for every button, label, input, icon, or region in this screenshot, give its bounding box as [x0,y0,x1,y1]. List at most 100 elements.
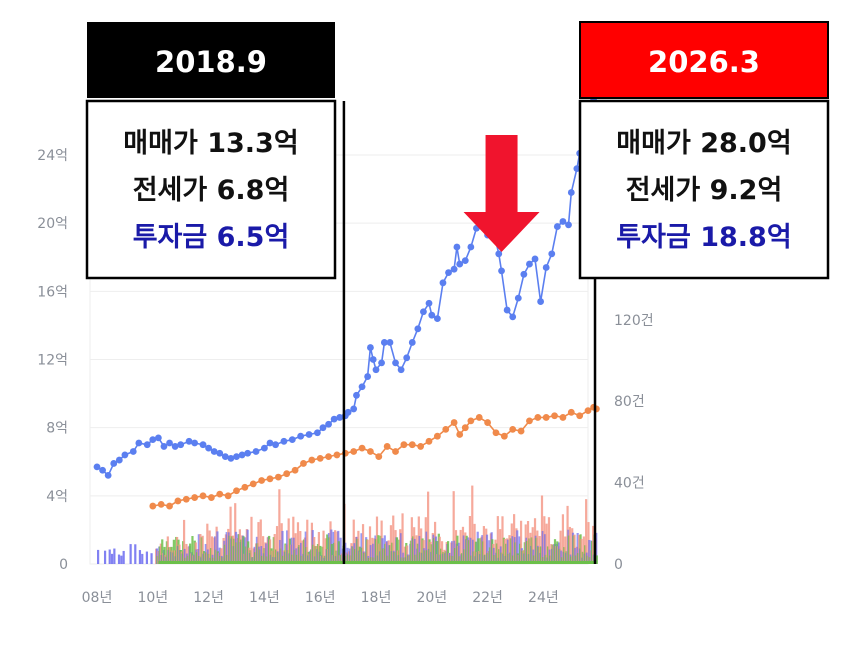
sale-volume-bar [372,543,375,564]
jeonse_price-point [350,448,358,455]
sale_price-point [372,366,380,374]
jeonse_price-point [308,456,316,464]
left-header-box [87,22,335,98]
jeonse_price-point [534,414,542,421]
jeonse_price-point [367,448,374,455]
sale_price-point [380,339,388,346]
jeonse-volume-bar [545,523,548,564]
sale_price-point [233,453,240,461]
jeonse_price-point [333,451,341,459]
y-left-tick-label: 4억 [46,489,68,505]
jeonse-volume-bar [531,527,534,564]
jeonse-volume-bar [206,523,209,564]
jeonse-volume-bar [262,536,265,564]
sale-volume-bar [344,542,347,564]
sale_price-point [344,408,352,416]
sale-volume-bar [134,544,137,564]
jeonse_price-point [216,490,224,498]
sale_price-point [573,165,581,173]
jeonse_price-point [509,425,517,433]
jeonse-volume-bar [452,491,455,564]
x-tick-label: 14년 [249,590,280,606]
sale-volume-bar [418,535,421,564]
right-header-text: 2026.3 [648,45,760,79]
sale_price-point [397,366,405,374]
x-tick-label: 18년 [361,590,392,606]
jeonse_price-point [224,492,232,500]
sale-volume-bar [451,541,454,564]
y-right-tick-label: 80건 [614,394,645,410]
jeonse-volume-bar [473,523,476,564]
sale_price-point [378,359,385,367]
sale-volume-bar [544,534,547,564]
jeonse-volume-bar [201,535,204,564]
sale-volume-bar [506,539,510,564]
jeonse-volume-bar [526,521,530,564]
left-jeonse-price-text: 전세가 6.8억 [133,175,290,206]
jeonse_price-point [207,494,215,501]
jeonse_price-point [149,502,157,510]
sale-volume-bar [413,538,417,564]
sale_price-point [542,264,550,271]
sale-volume-bar [97,549,100,564]
sale_price-point [350,405,358,413]
sale_price-point [115,456,123,464]
jeonse_price-point [417,443,425,450]
jeonse_price-point [157,500,165,508]
sale_price-point [305,431,313,438]
jeonse-volume-bar [275,526,279,564]
left-annotation: 2018.9 매매가 13.3억 전세가 6.8억 투자금 6.5억 [85,22,337,280]
jeonse-volume-bar [403,546,406,564]
jeonse_price-point [456,431,464,438]
sale_price-point [509,313,517,321]
jeonse-volume-bar [538,535,541,564]
sale_price-point [467,243,475,251]
jeonse-volume-bar [592,525,595,564]
left-info-box [85,99,337,280]
jeonse_price-point [408,441,416,449]
sale_price-point [93,463,101,471]
sale_price-point [110,460,118,467]
jeonse-volume-bar [585,499,588,564]
sale-volume-bar [281,530,284,564]
right-annotation: 2026.3 매매가 28.0억 전세가 9.2억 투자금 18.8억 [578,21,830,280]
sale-volume-bar [225,532,228,564]
jeonse-volume-bar [568,526,571,564]
sale_price-point [121,451,129,459]
jeonse_price-point [461,424,469,432]
sale_price-point [567,189,575,196]
sale_price-point [297,432,305,440]
sale_price-point [143,441,151,449]
sale_price-point [99,466,106,474]
jeonse_price-point [316,454,324,462]
sale_price-point [425,299,433,307]
right-sale-price-text: 매매가 28.0억 [616,128,791,159]
jeonse_price-point [174,497,182,505]
jeonse-volume-bar [427,491,430,564]
y-right-tick-label: 40건 [614,476,645,492]
jeonse_price-point [542,414,550,421]
jeonse-volume-bar [559,530,562,564]
other-volume-bar [337,541,340,564]
jeonse-volume-bar [438,536,441,564]
sale-volume-bar [516,530,519,564]
sale_price-point [559,218,567,225]
jeonse_price-point [526,417,533,425]
sale_price-point [244,449,252,457]
jeonse-volume-bar [357,530,360,564]
sale-volume-bar [216,531,219,564]
sale_price-point [392,359,399,367]
jeonse-volume-bar [389,525,393,564]
sale_price-point [129,448,137,455]
jeonse-volume-bar [229,506,232,564]
jeonse_price-point [492,429,500,437]
other-volume-bar [595,555,598,564]
jeonse-volume-bar [317,531,320,564]
sale-volume-bar [183,548,186,564]
sale-volume-bar [138,550,142,564]
jeonse_price-point [484,419,491,426]
sale_price-point [503,306,511,314]
jeonse-volume-bar [459,529,462,564]
sale_price-point [433,315,441,322]
